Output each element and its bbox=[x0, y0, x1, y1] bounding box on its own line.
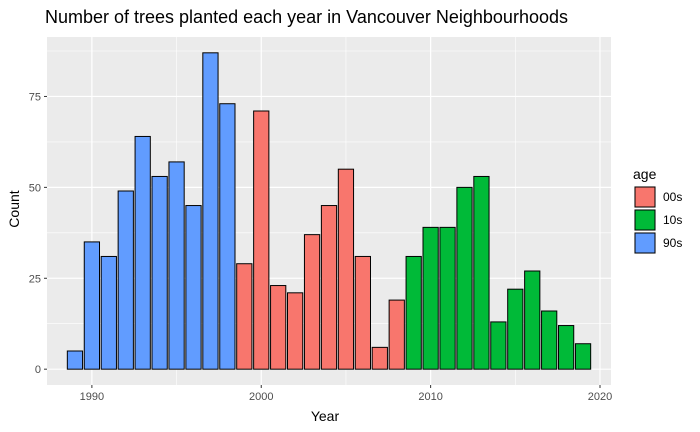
legend-label-10s: 10s bbox=[663, 213, 682, 227]
x-tick-label: 2000 bbox=[249, 391, 273, 403]
bar-90s-1991 bbox=[100, 255, 117, 370]
bar-00s-1999 bbox=[236, 263, 253, 370]
bar-90s-1995 bbox=[168, 161, 185, 370]
bar-90s-1990 bbox=[83, 241, 101, 370]
bar-10s-2010 bbox=[422, 226, 439, 370]
bar-10s-2018 bbox=[557, 325, 575, 370]
x-tick-label: 1990 bbox=[80, 391, 104, 403]
bar-90s-1997 bbox=[202, 52, 219, 370]
y-axis-title: Count bbox=[6, 190, 22, 227]
bar-00s-2003 bbox=[303, 234, 321, 370]
bar-10s-2012 bbox=[456, 186, 473, 370]
y-tick-label: 0 bbox=[35, 364, 41, 376]
x-tick-label: 2010 bbox=[418, 391, 442, 403]
bar-00s-2005 bbox=[337, 168, 355, 370]
legend-label-00s: 00s bbox=[663, 190, 682, 204]
bar-10s-2009 bbox=[405, 255, 422, 370]
legend: 00s 10s 90s bbox=[634, 186, 682, 254]
y-tick-label: 75 bbox=[29, 91, 41, 103]
bar-10s-2019 bbox=[574, 343, 592, 370]
bar-00s-2000 bbox=[253, 110, 270, 370]
legend-swatch-10s bbox=[634, 209, 656, 231]
x-axis-title: Year bbox=[311, 408, 340, 424]
bar-10s-2017 bbox=[541, 310, 558, 370]
bar-10s-2011 bbox=[439, 226, 456, 370]
bar-10s-2015 bbox=[507, 288, 524, 370]
plot-area: 1990 2000 2010 2020 0 25 50 75 bbox=[29, 37, 612, 403]
bar-00s-2006 bbox=[354, 255, 371, 370]
bar-90s-1998 bbox=[219, 103, 236, 370]
bar-90s-1989 bbox=[66, 350, 84, 370]
bar-00s-2001 bbox=[270, 285, 287, 370]
bar-90s-1993 bbox=[134, 135, 151, 370]
y-tick-label: 50 bbox=[29, 182, 41, 194]
bar-90s-1994 bbox=[151, 175, 168, 370]
legend-swatch-90s bbox=[634, 232, 656, 254]
bar-10s-2014 bbox=[490, 321, 507, 370]
bar-00s-2008 bbox=[388, 299, 405, 370]
legend-label-90s: 90s bbox=[663, 236, 682, 250]
bar-00s-2007 bbox=[371, 346, 388, 370]
bar-90s-1996 bbox=[185, 205, 202, 370]
x-tick-label: 2020 bbox=[588, 391, 612, 403]
y-tick-label: 25 bbox=[29, 273, 41, 285]
bar-10s-2016 bbox=[524, 270, 541, 370]
legend-title: age bbox=[633, 166, 657, 182]
bar-00s-2004 bbox=[320, 205, 338, 370]
bar-90s-1992 bbox=[117, 190, 134, 370]
bar-10s-2013 bbox=[473, 175, 490, 370]
chart-title: Number of trees planted each year in Van… bbox=[45, 7, 568, 27]
legend-swatch-00s bbox=[634, 186, 656, 208]
bar-00s-2002 bbox=[287, 292, 304, 370]
